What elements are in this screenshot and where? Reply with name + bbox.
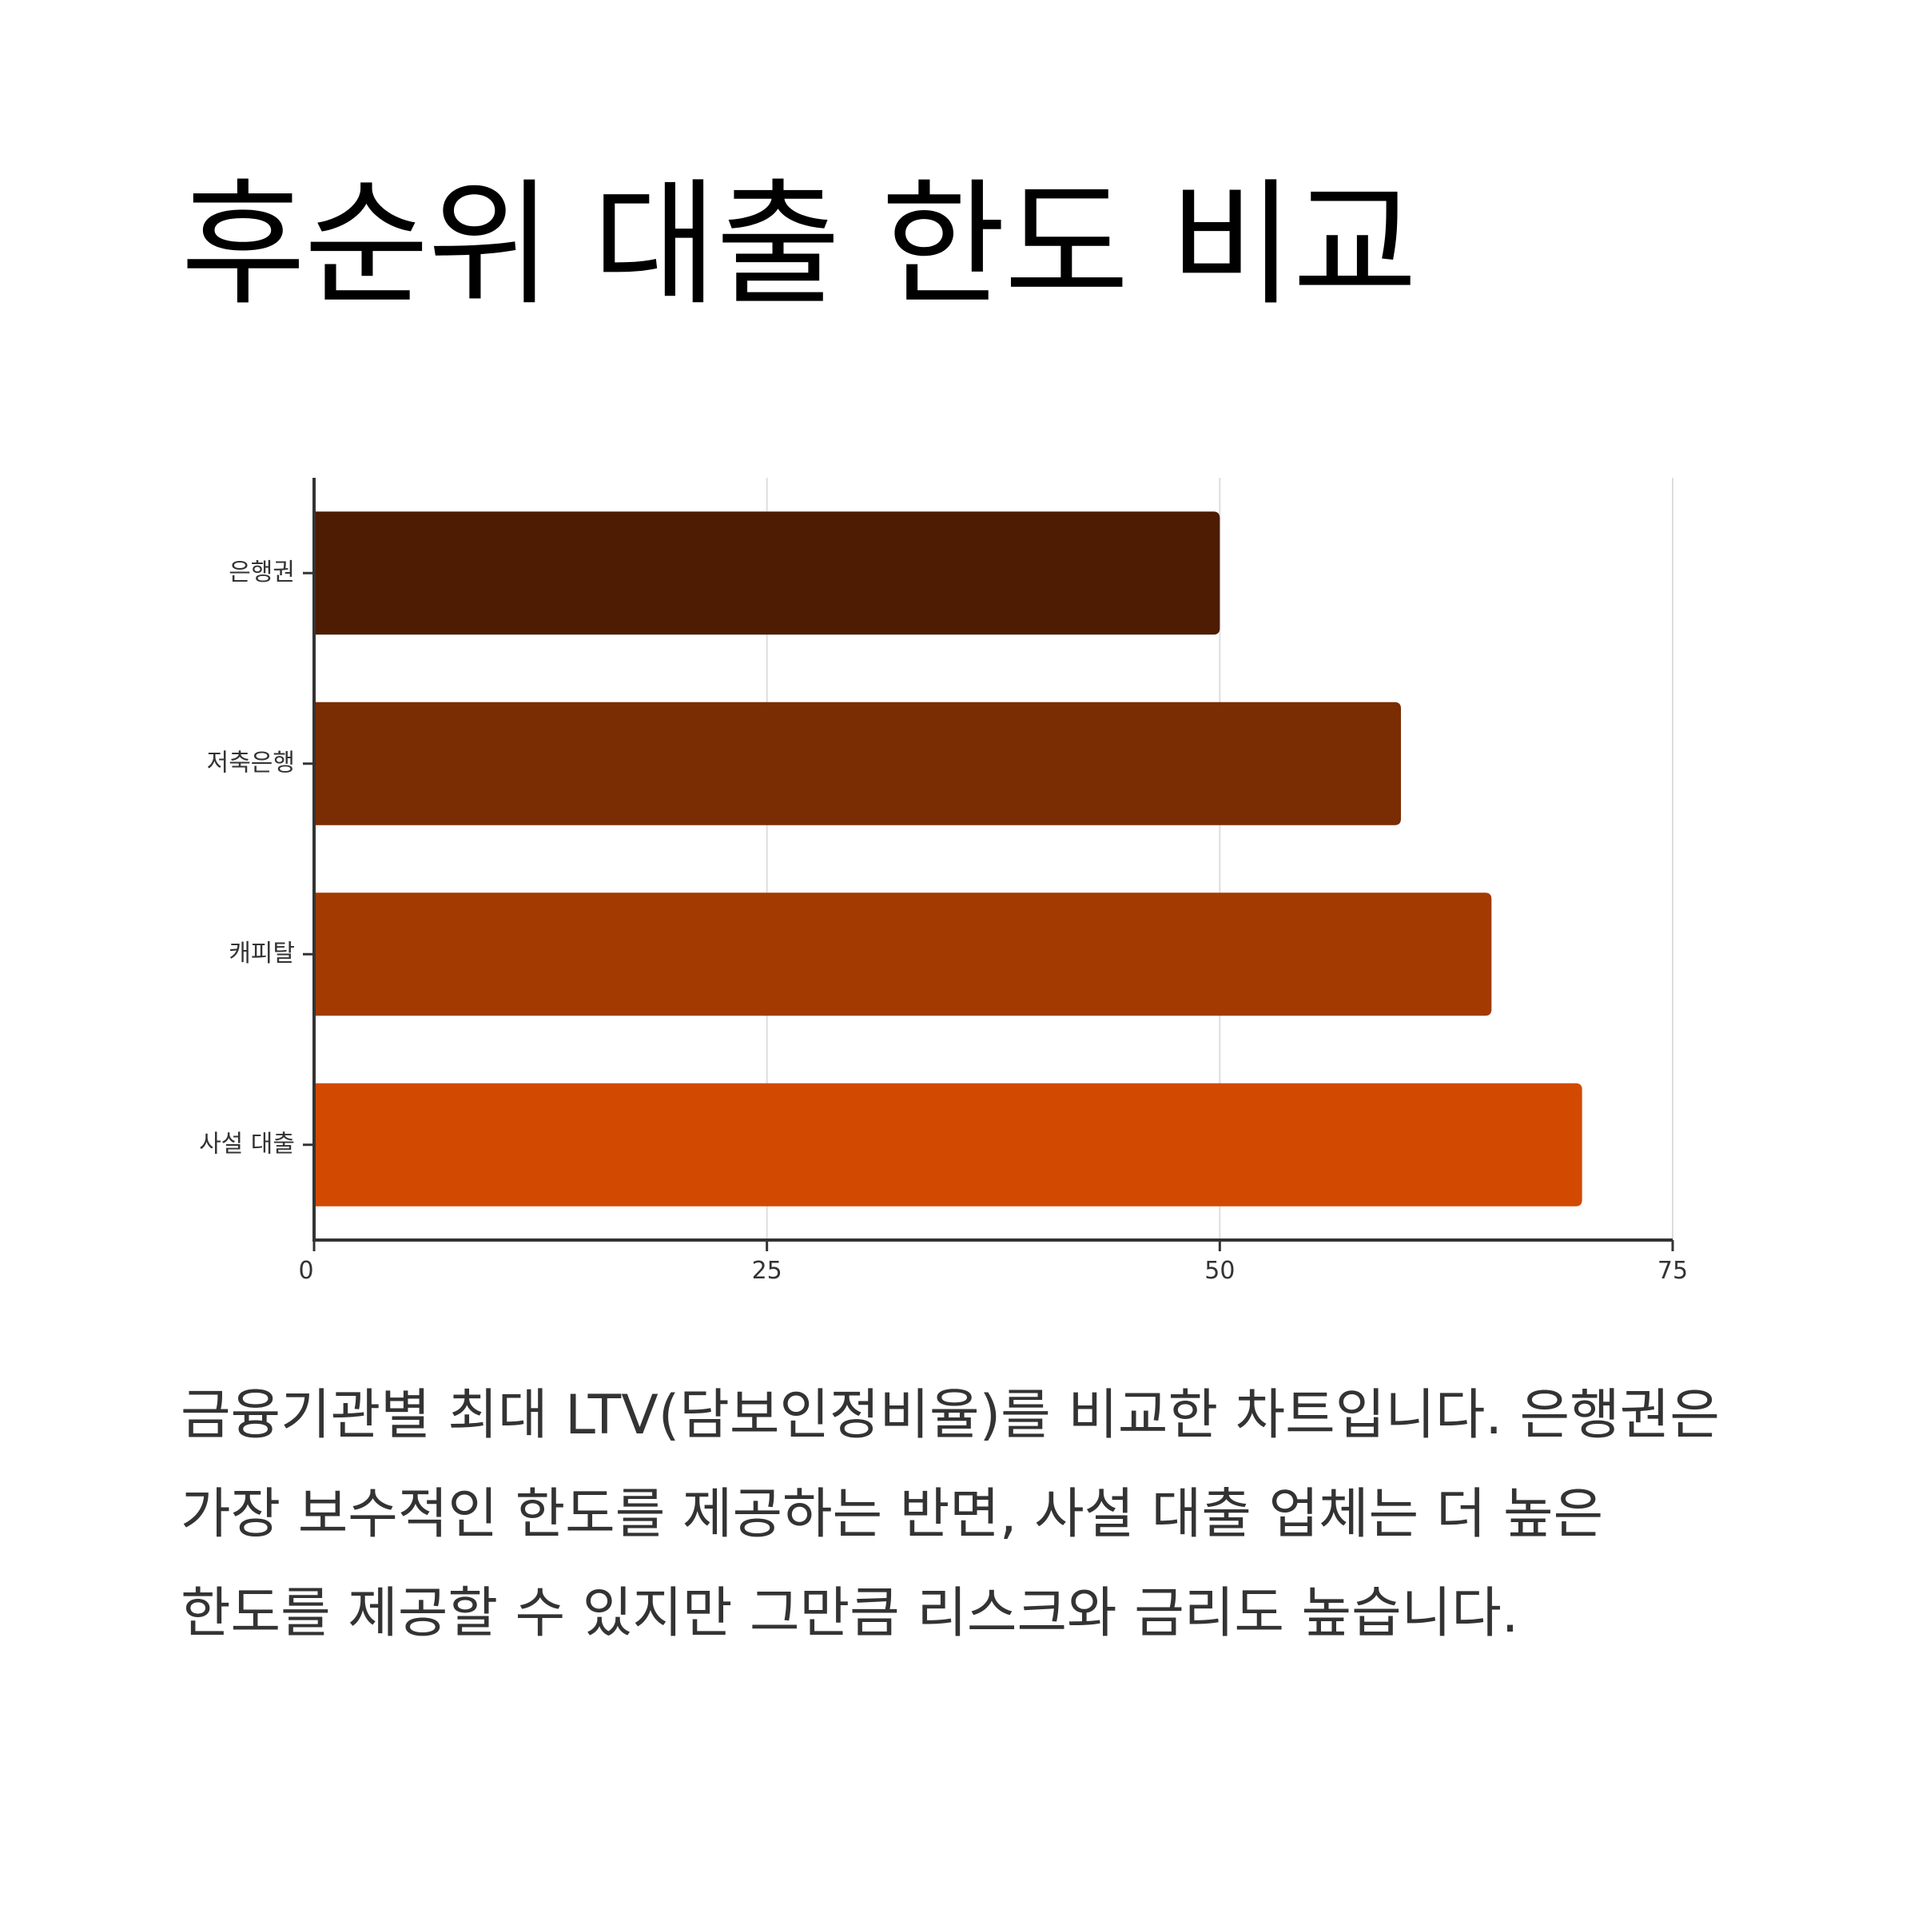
x-tick-label-2: 50	[1204, 1257, 1235, 1285]
chart-title: 후순위 대출 한도 비교	[181, 166, 1418, 324]
category-label-3: 캐피탈	[229, 940, 295, 968]
category-label-4: 사설 대출	[199, 1130, 295, 1158]
bar-4	[314, 1083, 1582, 1207]
bar-1	[314, 511, 1220, 635]
bar-3	[314, 892, 1492, 1016]
x-tick-label-3: 75	[1657, 1257, 1688, 1285]
category-label-1: 은행권	[229, 559, 295, 586]
axes	[303, 478, 1674, 1251]
x-tick-label-0: 0	[298, 1257, 313, 1285]
bars	[314, 511, 1582, 1207]
category-label-2: 저축은행	[207, 749, 295, 777]
chart-description: 금융기관별 최대 LTV(담보인정비율)를 비교한 차트입니다. 은행권은 가장…	[181, 1384, 1720, 1645]
bar-2	[314, 702, 1401, 825]
x-tick-label-1: 25	[752, 1257, 782, 1285]
